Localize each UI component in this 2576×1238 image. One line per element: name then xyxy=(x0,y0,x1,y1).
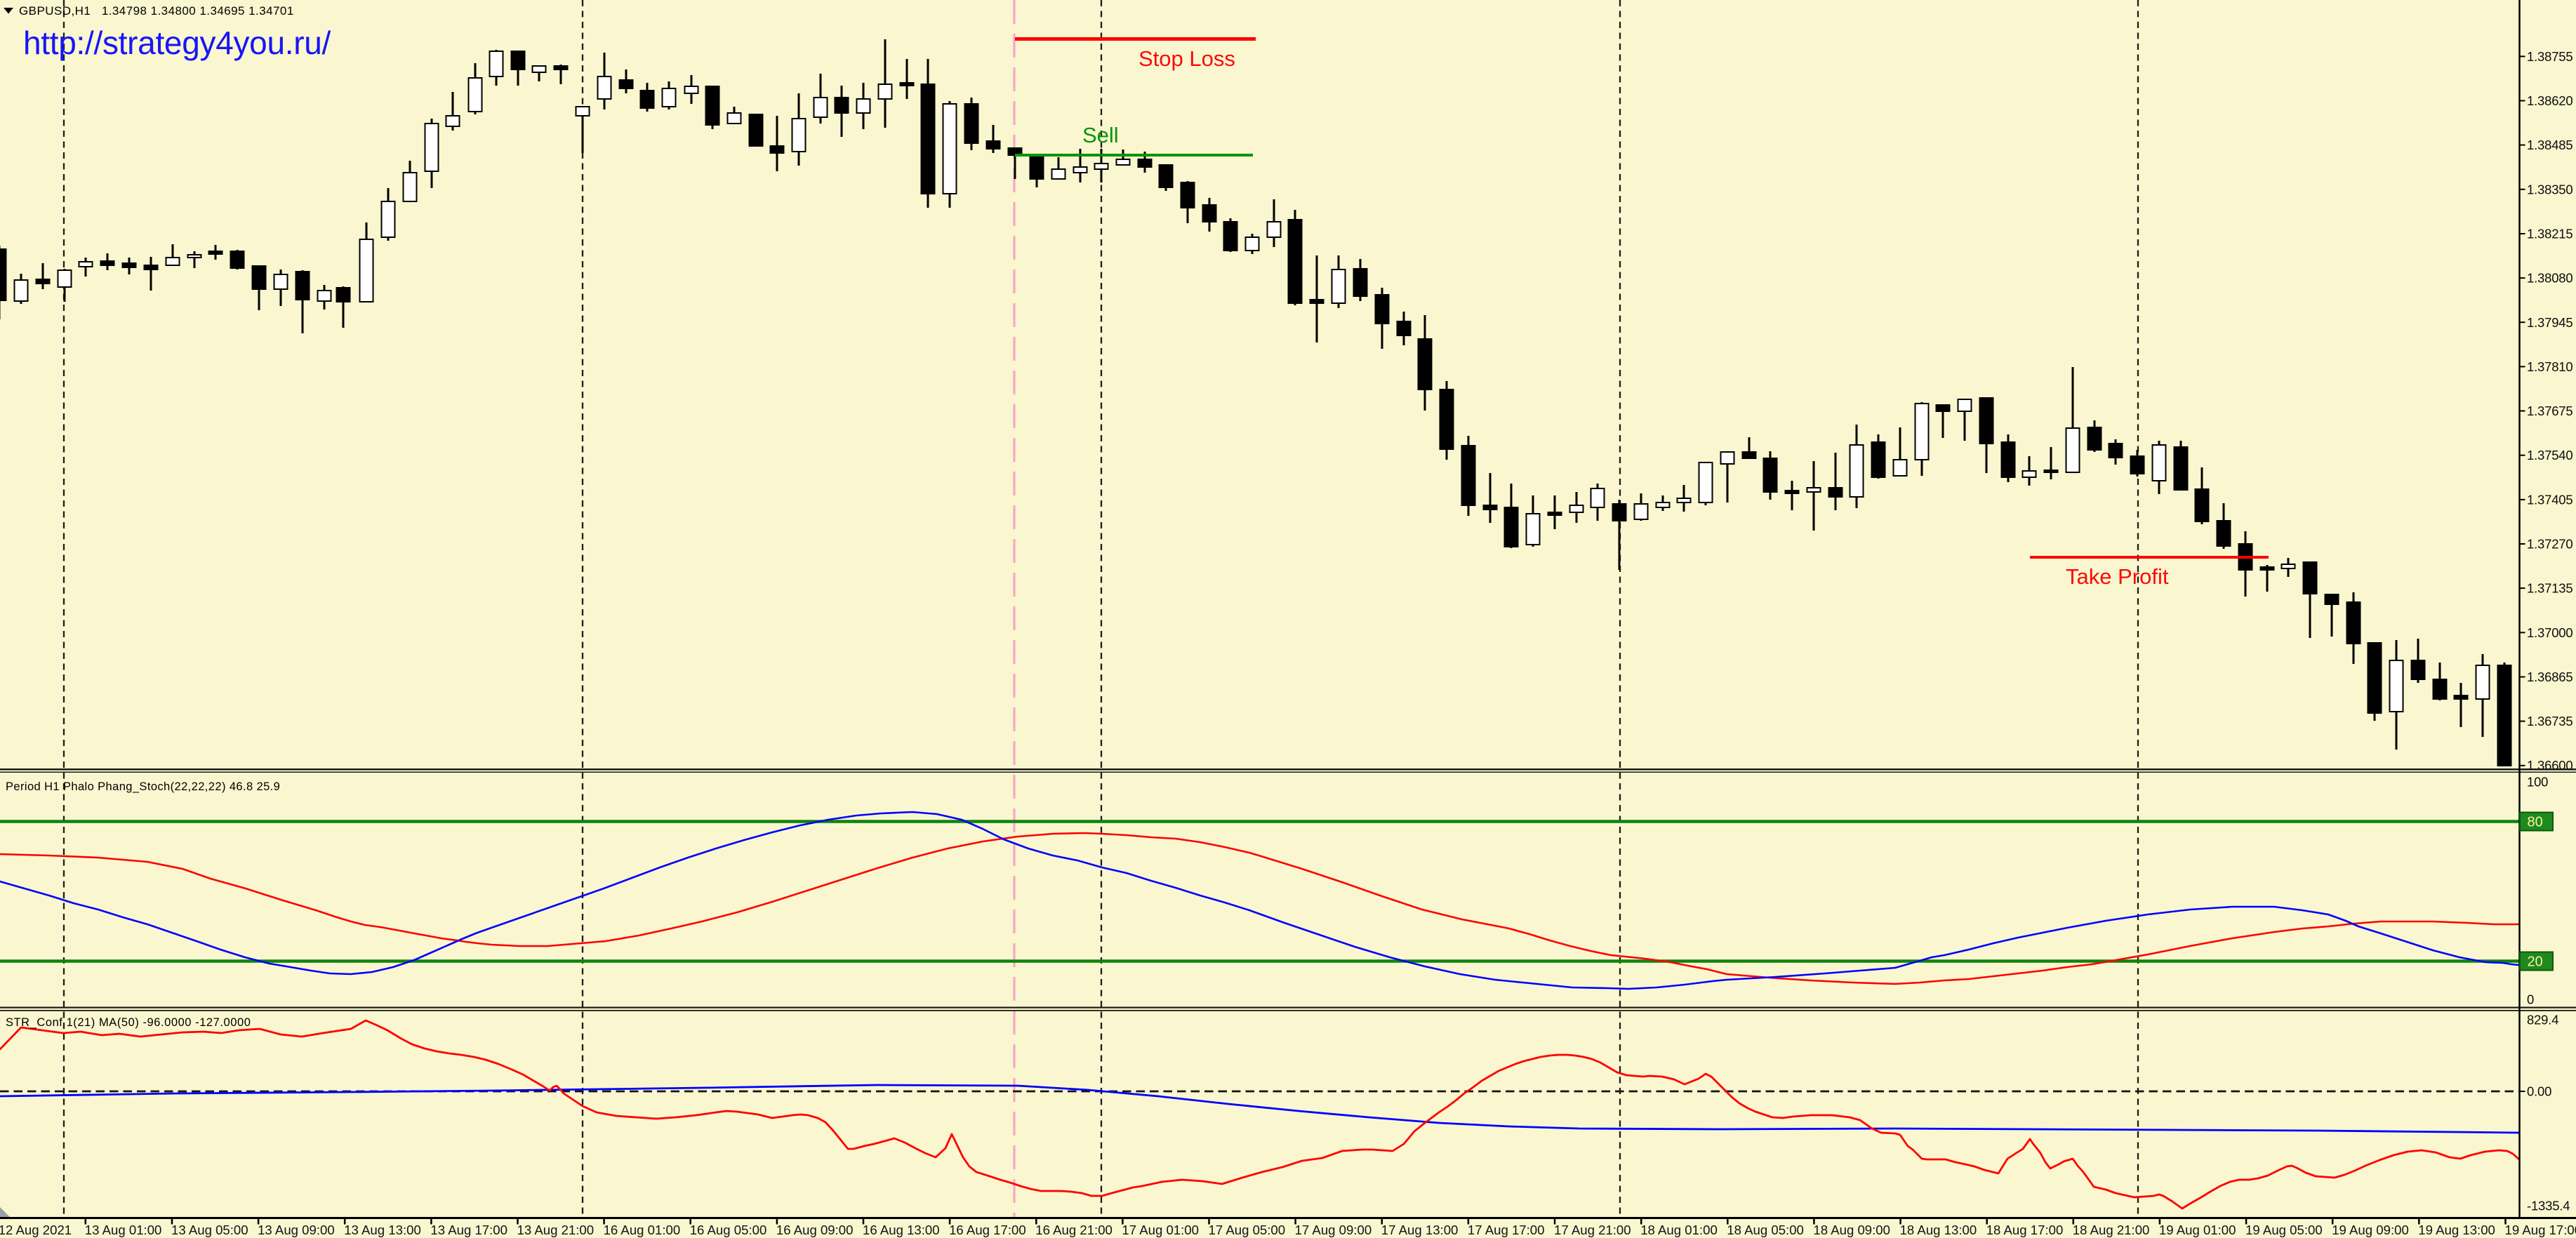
svg-text:1.37000: 1.37000 xyxy=(2527,625,2572,640)
svg-text:17 Aug 05:00: 17 Aug 05:00 xyxy=(1209,1223,1286,1237)
svg-text:Stop Loss: Stop Loss xyxy=(1138,46,1235,71)
svg-text:16 Aug 09:00: 16 Aug 09:00 xyxy=(776,1223,854,1237)
svg-text:13 Aug 01:00: 13 Aug 01:00 xyxy=(85,1223,162,1237)
svg-text:Sell: Sell xyxy=(1082,123,1119,147)
svg-text:-1335.4: -1335.4 xyxy=(2527,1199,2570,1213)
svg-text:18 Aug 01:00: 18 Aug 01:00 xyxy=(1640,1223,1718,1237)
svg-text:19 Aug 13:00: 19 Aug 13:00 xyxy=(2418,1223,2495,1237)
svg-text:1.36600: 1.36600 xyxy=(2527,758,2572,773)
svg-text:18 Aug 05:00: 18 Aug 05:00 xyxy=(1727,1223,1804,1237)
svg-text:0: 0 xyxy=(2527,992,2534,1007)
svg-text:17 Aug 09:00: 17 Aug 09:00 xyxy=(1295,1223,1372,1237)
svg-text:13 Aug 09:00: 13 Aug 09:00 xyxy=(258,1223,335,1237)
svg-text:1.37270: 1.37270 xyxy=(2527,537,2572,552)
svg-text:1.37945: 1.37945 xyxy=(2527,315,2572,330)
svg-text:100: 100 xyxy=(2527,775,2548,790)
svg-text:16 Aug 21:00: 16 Aug 21:00 xyxy=(1035,1223,1113,1237)
svg-text:20: 20 xyxy=(2528,954,2543,970)
svg-text:1.38350: 1.38350 xyxy=(2527,182,2572,197)
svg-text:1.38215: 1.38215 xyxy=(2527,227,2572,241)
svg-text:18 Aug 21:00: 18 Aug 21:00 xyxy=(2073,1223,2150,1237)
svg-text:829.4: 829.4 xyxy=(2527,1013,2558,1027)
svg-text:http://strategy4you.ru/: http://strategy4you.ru/ xyxy=(23,25,331,61)
svg-text:13 Aug 21:00: 13 Aug 21:00 xyxy=(517,1223,595,1237)
svg-text:17 Aug 21:00: 17 Aug 21:00 xyxy=(1554,1223,1631,1237)
svg-text:16 Aug 13:00: 16 Aug 13:00 xyxy=(863,1223,940,1237)
svg-text:16 Aug 17:00: 16 Aug 17:00 xyxy=(949,1223,1026,1237)
svg-text:GBPUSD,H1 1.34798 1.34800 1.: GBPUSD,H1 1.34798 1.34800 1.34695 1.3470… xyxy=(19,4,294,18)
svg-text:Take Profit: Take Profit xyxy=(2066,564,2169,589)
svg-text:17 Aug 13:00: 17 Aug 13:00 xyxy=(1381,1223,1459,1237)
svg-text:17 Aug 01:00: 17 Aug 01:00 xyxy=(1122,1223,1199,1237)
svg-text:1.36865: 1.36865 xyxy=(2527,670,2572,684)
svg-text:1.37675: 1.37675 xyxy=(2527,404,2572,418)
svg-text:13 Aug 13:00: 13 Aug 13:00 xyxy=(344,1223,421,1237)
svg-text:19 Aug 01:00: 19 Aug 01:00 xyxy=(2159,1223,2236,1237)
svg-text:13 Aug 17:00: 13 Aug 17:00 xyxy=(430,1223,507,1237)
svg-text:1.37540: 1.37540 xyxy=(2527,448,2572,462)
svg-text:1.38620: 1.38620 xyxy=(2527,93,2572,108)
svg-text:18 Aug 09:00: 18 Aug 09:00 xyxy=(1813,1223,1890,1237)
svg-text:16 Aug 01:00: 16 Aug 01:00 xyxy=(604,1223,681,1237)
svg-text:1.37135: 1.37135 xyxy=(2527,581,2572,596)
svg-text:Period H1 Phalo Phang_Stoch(22: Period H1 Phalo Phang_Stoch(22,22,22) 46… xyxy=(6,780,280,793)
svg-text:19 Aug 09:00: 19 Aug 09:00 xyxy=(2332,1223,2409,1237)
svg-text:19 Aug 17:00: 19 Aug 17:00 xyxy=(2505,1223,2576,1237)
svg-text:1.37405: 1.37405 xyxy=(2527,492,2572,507)
svg-text:19 Aug 05:00: 19 Aug 05:00 xyxy=(2245,1223,2323,1237)
svg-text:17 Aug 17:00: 17 Aug 17:00 xyxy=(1468,1223,1545,1237)
svg-text:12 Aug 2021: 12 Aug 2021 xyxy=(0,1223,72,1237)
svg-text:1.36735: 1.36735 xyxy=(2527,714,2572,728)
svg-text:1.37810: 1.37810 xyxy=(2527,359,2572,374)
svg-text:1.38485: 1.38485 xyxy=(2527,138,2572,152)
svg-text:16 Aug 05:00: 16 Aug 05:00 xyxy=(690,1223,767,1237)
svg-text:1.38755: 1.38755 xyxy=(2527,49,2572,64)
svg-text:18 Aug 17:00: 18 Aug 17:00 xyxy=(1986,1223,2064,1237)
svg-text:1.38080: 1.38080 xyxy=(2527,271,2572,286)
svg-text:18 Aug 13:00: 18 Aug 13:00 xyxy=(1900,1223,1977,1237)
svg-text:80: 80 xyxy=(2528,815,2543,830)
svg-text:0.00: 0.00 xyxy=(2527,1084,2551,1099)
svg-text:13 Aug 05:00: 13 Aug 05:00 xyxy=(171,1223,248,1237)
svg-text:STR_Conf 1(21) MA(50) -96.0000: STR_Conf 1(21) MA(50) -96.0000 -127.0000 xyxy=(6,1016,251,1029)
